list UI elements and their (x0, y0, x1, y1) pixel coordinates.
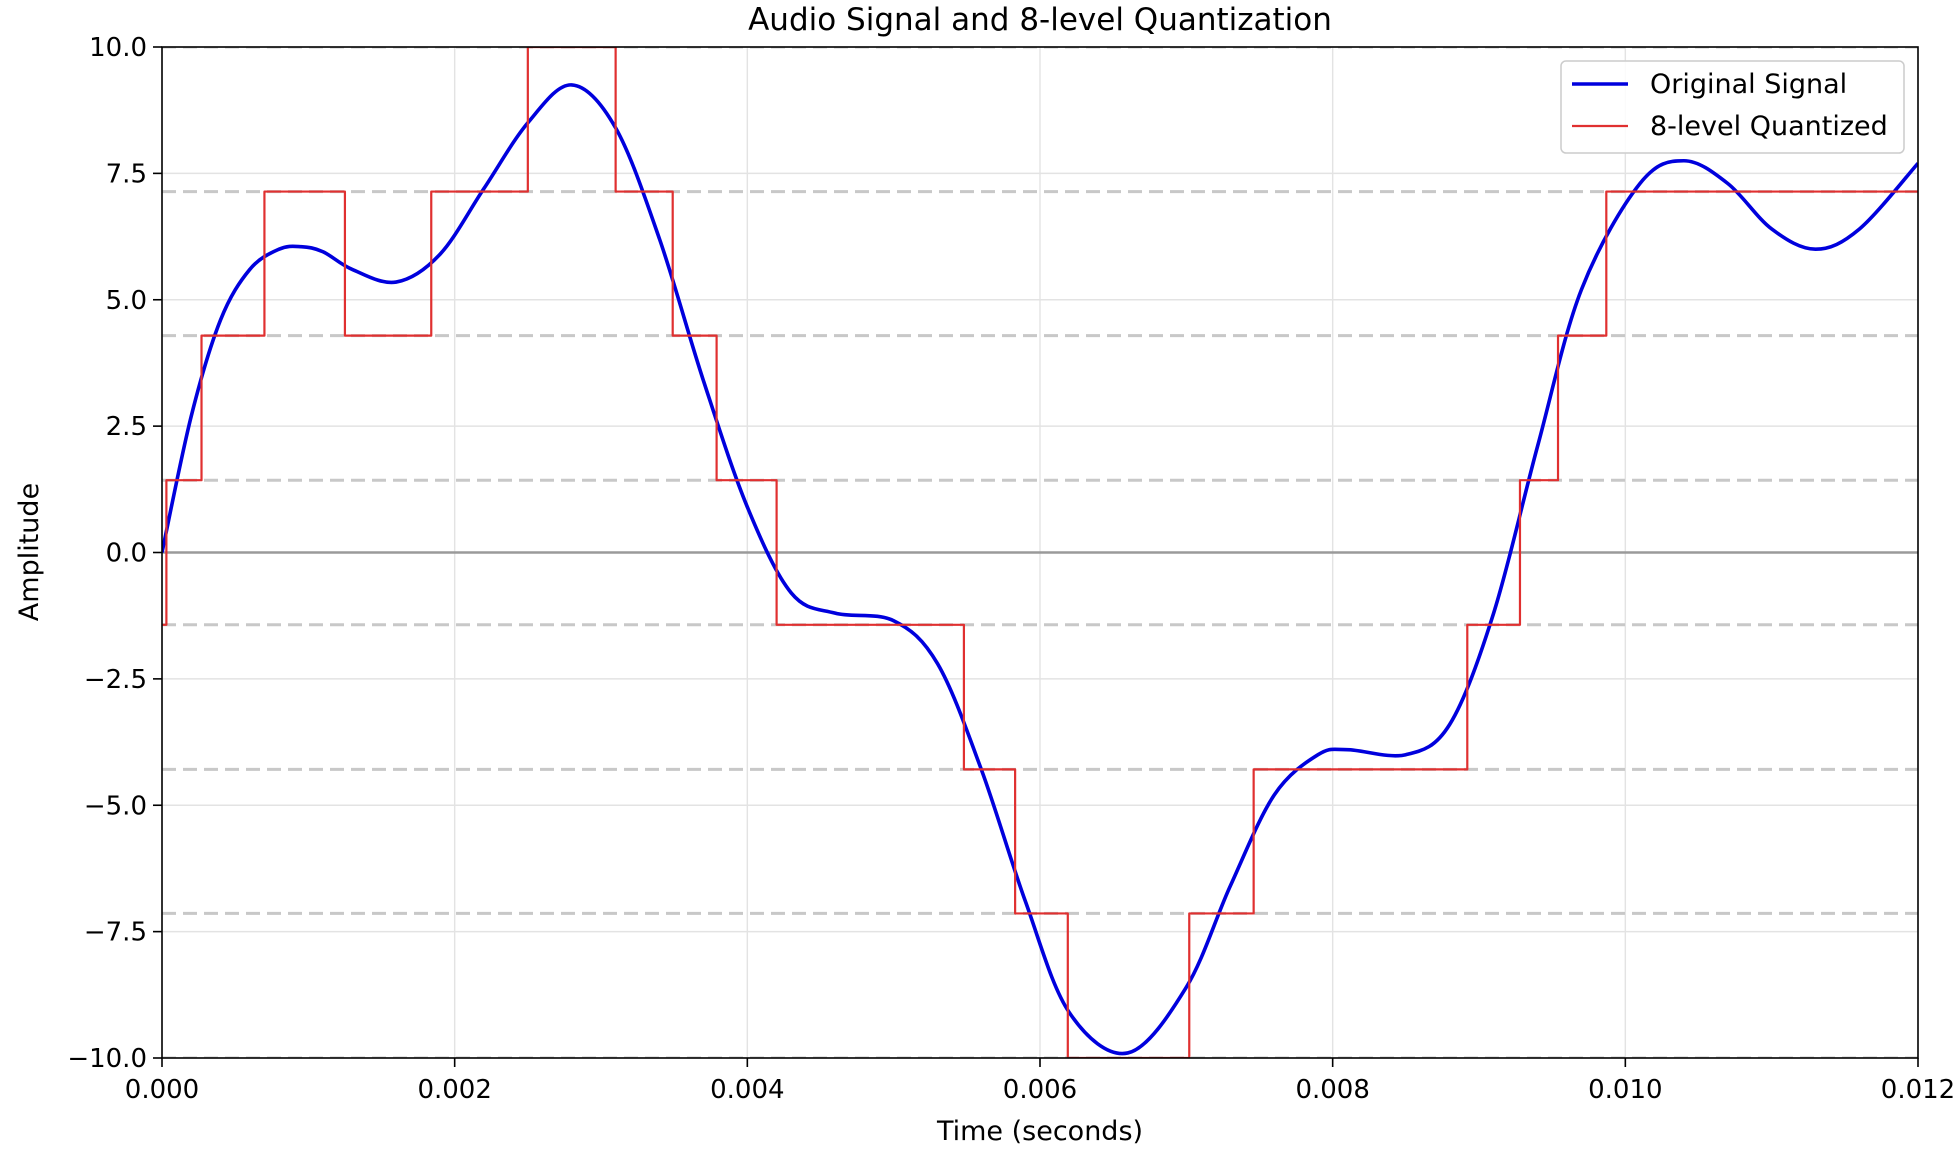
y-tick-label-6: 5.0 (106, 286, 147, 316)
chart-title: Audio Signal and 8-level Quantization (748, 2, 1332, 38)
x-axis: 0.000 0.002 0.004 0.006 0.008 0.010 0.012 (125, 1058, 1955, 1105)
y-tick-label-7: 7.5 (106, 159, 147, 189)
y-tick-label-0: −10.0 (67, 1044, 147, 1074)
y-tick-label-8: 10.0 (89, 33, 147, 63)
x-axis-label: Time (seconds) (936, 1116, 1143, 1147)
y-tick-label-4: 0.0 (106, 539, 147, 569)
legend-label-8-level-quantized: 8-level Quantized (1650, 111, 1888, 142)
x-tick-label-5: 0.010 (1588, 1075, 1662, 1105)
legend-label-original-signal: Original Signal (1650, 69, 1847, 100)
x-tick-label-2: 0.004 (710, 1075, 784, 1105)
x-tick-label-1: 0.002 (417, 1075, 491, 1105)
y-tick-label-2: −5.0 (84, 791, 147, 821)
y-tick-label-3: −2.5 (84, 665, 147, 695)
x-tick-label-3: 0.006 (1003, 1075, 1077, 1105)
legend: Original Signal 8-level Quantized (1560, 60, 1905, 154)
y-tick-label-1: −7.5 (84, 918, 147, 948)
y-tick-label-5: 2.5 (106, 412, 147, 442)
legend-box (1560, 60, 1905, 154)
series-line-8-level-quantized (162, 47, 1918, 1058)
y-axis: −10.0 −7.5 −5.0 −2.5 0.0 2.5 5.0 7.5 10.0 (67, 33, 162, 1074)
x-tick-label-6: 0.012 (1881, 1075, 1955, 1105)
y-axis-label: Amplitude (14, 483, 45, 621)
series-layer (162, 47, 1918, 1058)
x-tick-label-0: 0.000 (125, 1075, 199, 1105)
x-tick-label-4: 0.008 (1295, 1075, 1369, 1105)
